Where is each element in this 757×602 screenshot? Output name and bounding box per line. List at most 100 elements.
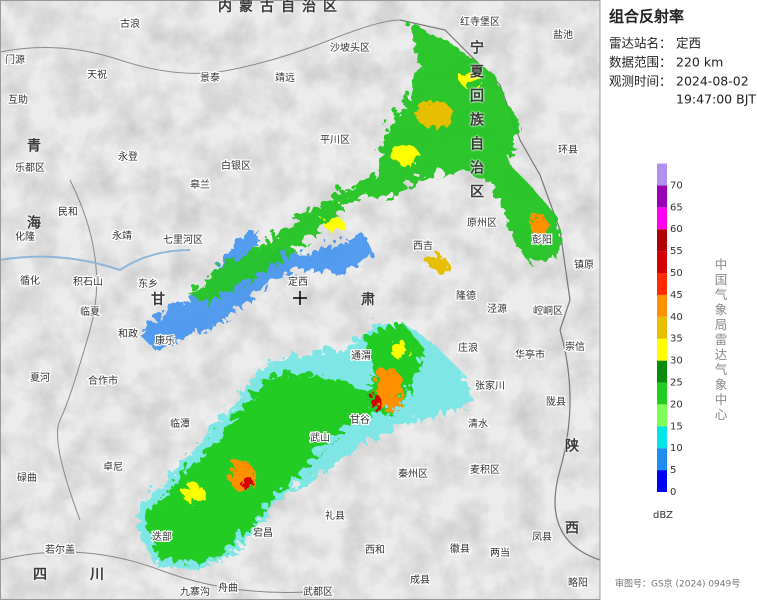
place-label: 徽县	[450, 542, 470, 555]
place-label: 民和	[58, 206, 78, 218]
place-label: 碌曲	[17, 472, 37, 484]
legend-tick-label: 15	[670, 421, 683, 432]
radar-echo	[135, 20, 555, 565]
range: 220 km	[676, 55, 723, 70]
legend-tick-label: 70	[670, 180, 683, 191]
place-label: 陇县	[546, 395, 566, 408]
legend-tick-label: 55	[670, 246, 683, 257]
place-label: 化隆	[15, 230, 35, 243]
place-label: 合作市	[88, 374, 118, 387]
place-label: 红寺堡区	[460, 15, 500, 28]
legend-color	[657, 185, 667, 208]
region-label: 陕西	[563, 438, 579, 602]
region-label: 内蒙古自治区	[218, 0, 344, 15]
place-label: 隆德	[456, 289, 476, 302]
place-label: 环县	[558, 144, 578, 156]
place-label: 崆峒区	[533, 304, 563, 317]
region-label: 青海	[25, 138, 41, 292]
legend-tick-label: 20	[670, 399, 683, 410]
legend-color	[657, 251, 667, 273]
legend-color	[657, 163, 667, 186]
place-label: 乐都区	[15, 162, 45, 174]
legend-color	[657, 382, 667, 405]
legend-tick-label: 5	[670, 465, 676, 476]
legend-color	[657, 338, 667, 361]
place-label: 若尔盖	[45, 543, 75, 556]
legend-color	[657, 448, 667, 471]
place-label: 麦积区	[470, 464, 500, 476]
legend-color	[657, 229, 667, 252]
place-label: 永登	[118, 150, 138, 163]
place-label: 临夏	[80, 305, 100, 318]
legend-tick-label: 40	[670, 312, 683, 323]
place-label: 宕昌	[253, 526, 273, 539]
place-label: 凤县	[532, 531, 552, 543]
place-label: 东乡	[138, 277, 158, 290]
place-label: 通渭	[351, 350, 371, 362]
place-label: 皋兰	[190, 178, 210, 191]
time-label: 观测时间：	[609, 74, 672, 89]
place-label: 张家川	[475, 379, 505, 392]
place-label: 礼县	[325, 509, 345, 522]
time: 19:47:00 BJT	[676, 92, 756, 107]
date: 2024-08-02	[676, 74, 749, 89]
place-label: 迭部	[152, 530, 172, 543]
legend-tick-label: 60	[670, 224, 683, 235]
place-label: 原州区	[467, 217, 497, 229]
legend-color	[657, 273, 667, 295]
place-label: 甘谷	[350, 413, 370, 426]
place-label: 积石山	[73, 276, 103, 288]
place-label: 卓尼	[103, 461, 123, 473]
place-label: 泾源	[487, 302, 507, 315]
place-label: 景泰	[200, 71, 220, 84]
station-label: 雷达站名：	[609, 36, 672, 51]
place-label: 西吉	[413, 240, 433, 252]
place-label: 互助	[8, 93, 28, 106]
place-label: 华亭市	[515, 348, 545, 361]
panel-title: 组合反射率	[609, 8, 684, 26]
region-label: 四川	[33, 567, 147, 583]
place-label: 临潭	[170, 417, 190, 430]
place-label: 两当	[490, 546, 510, 559]
legend-color	[657, 294, 667, 317]
legend-color	[657, 426, 667, 449]
place-label: 武都区	[303, 585, 333, 598]
legend-tick-label: 0	[670, 487, 676, 498]
place-label: 循化	[20, 274, 40, 287]
place-label: 舟曲	[218, 581, 238, 594]
place-label: 天祝	[87, 68, 107, 81]
place-label: 西和	[365, 544, 385, 556]
place-label: 彭阳	[532, 233, 552, 246]
legend: 0 5 10 15 20 25 30 35 40 45 50 55 60 65 70	[657, 163, 683, 498]
legend-tick-label: 50	[670, 268, 683, 279]
legend-color	[657, 207, 667, 230]
legend-color	[657, 316, 667, 339]
legend-tick-label: 65	[670, 202, 683, 213]
place-label: 平川区	[320, 134, 350, 146]
legend-tick-label: 30	[670, 356, 683, 367]
place-label: 武山	[310, 431, 330, 444]
range-label: 数据范围：	[609, 55, 672, 70]
place-label: 白银区	[221, 159, 251, 172]
legend-tick-label: 10	[670, 443, 683, 454]
place-label: 九寨沟	[180, 585, 210, 598]
place-label: 崇信	[565, 341, 585, 353]
region-label: 宁夏回族自治区	[468, 40, 484, 208]
place-label: 七里河区	[163, 234, 203, 246]
place-label: 和政	[118, 327, 138, 340]
legend-tick-label: 45	[670, 290, 683, 301]
place-label: 清水	[468, 417, 488, 430]
place-label: 门源	[5, 53, 25, 66]
legend-tick-label: 25	[670, 378, 683, 389]
place-label: 略阳	[568, 576, 588, 589]
station: 定西	[676, 36, 701, 51]
legend-color	[657, 470, 667, 492]
approval-number: 审图号：GS京 (2024) 0949号	[615, 578, 740, 590]
place-label: 古浪	[120, 17, 140, 30]
place-label: 夏河	[30, 372, 50, 384]
legend-tick-label: 35	[670, 334, 683, 345]
